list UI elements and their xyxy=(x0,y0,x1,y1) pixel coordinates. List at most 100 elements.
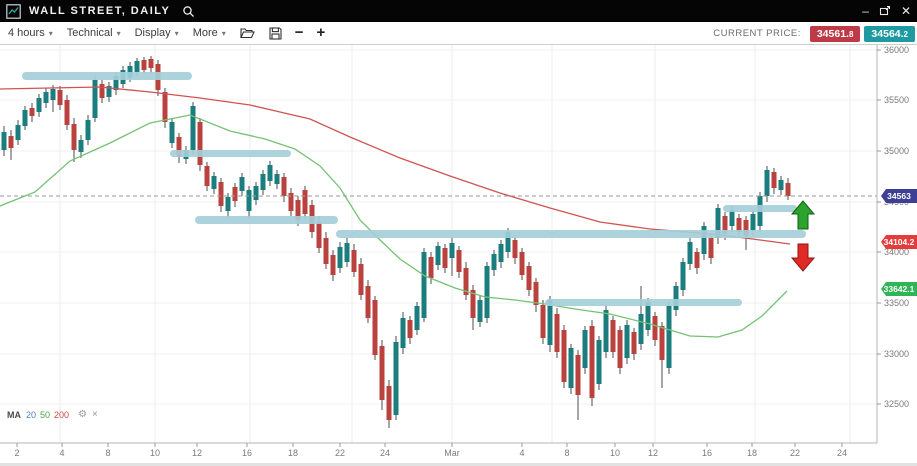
candle-body xyxy=(1,132,7,150)
time-tick-label: 24 xyxy=(836,448,848,458)
price-tick-label: 35000 xyxy=(884,146,910,156)
menu-display[interactable]: Display ▾ xyxy=(134,27,179,39)
toolbar-menus: 4 hours ▾ Technical ▾ Display ▾ More ▾ xyxy=(0,27,226,39)
candle-body xyxy=(85,120,91,140)
candle-body xyxy=(169,122,175,143)
restore-button[interactable] xyxy=(879,5,891,17)
time-tick-label: Mar xyxy=(444,448,460,458)
price-tick-label: 33000 xyxy=(884,349,910,359)
candle-body xyxy=(652,316,658,340)
price-tick-label: 34000 xyxy=(884,247,910,257)
menu-4-hours[interactable]: 4 hours ▾ xyxy=(8,27,53,39)
window-bottom-edge xyxy=(0,463,917,466)
ma-indicator-legend: MA 20 50 200 ⚙ × xyxy=(7,409,98,420)
zoom-in-button[interactable]: + xyxy=(316,24,326,41)
candle-body xyxy=(232,187,238,201)
candle-body xyxy=(680,262,686,290)
down-arrow-annotation[interactable] xyxy=(790,243,816,272)
chart-title: WALL STREET, DAILY xyxy=(29,5,171,17)
candle-body xyxy=(50,89,56,100)
candle-body xyxy=(365,286,371,318)
candle-body xyxy=(470,290,476,318)
support-resistance-zone[interactable] xyxy=(545,299,742,306)
candle-body xyxy=(316,222,322,248)
zoom-out-button[interactable]: − xyxy=(294,24,304,41)
candle-body xyxy=(722,216,728,234)
bid-price-badge: 34561. 8 xyxy=(809,25,861,42)
ma-period-50: 50 xyxy=(40,409,51,420)
candle-body xyxy=(99,84,105,98)
candle-body xyxy=(435,246,441,265)
indicator-remove-icon[interactable]: × xyxy=(92,409,98,420)
candle-body xyxy=(344,243,350,262)
ask-price-badge: 34564. 2 xyxy=(864,25,915,42)
candle-body xyxy=(57,90,63,105)
candle-body xyxy=(141,60,147,70)
up-arrow-annotation[interactable] xyxy=(790,200,816,230)
candle-body xyxy=(267,165,273,181)
candle-body xyxy=(337,247,343,268)
candle-body xyxy=(288,193,294,211)
menu-more[interactable]: More ▾ xyxy=(192,27,226,39)
support-resistance-zone[interactable] xyxy=(170,150,291,157)
candle-body xyxy=(22,110,28,126)
close-button[interactable]: ✕ xyxy=(900,4,911,18)
candle-body xyxy=(358,264,364,295)
candle-body xyxy=(750,214,756,230)
candle-body xyxy=(239,177,245,191)
candle-body xyxy=(771,172,777,188)
support-resistance-zone[interactable] xyxy=(336,230,806,238)
time-tick-label: 10 xyxy=(149,448,161,458)
candle-body xyxy=(204,166,210,186)
menu-technical[interactable]: Technical ▾ xyxy=(66,27,121,39)
candle-body xyxy=(561,330,567,382)
candle-body xyxy=(673,286,679,310)
candle-body xyxy=(274,174,280,184)
candle-body xyxy=(295,200,301,220)
ma-period-200: 200 xyxy=(54,409,70,420)
indicator-settings-icon[interactable]: ⚙ xyxy=(78,409,88,420)
price-level-badge: 33642.1 xyxy=(881,282,917,296)
candle-body xyxy=(281,177,287,196)
time-tick-label: 22 xyxy=(334,448,346,458)
ma-200-line xyxy=(0,86,791,245)
candle-body xyxy=(498,244,504,262)
time-tick-label: 8 xyxy=(105,448,111,458)
candle-body xyxy=(568,348,574,388)
candle-body xyxy=(694,252,700,268)
candle-body xyxy=(253,186,259,200)
candlestick-chart[interactable] xyxy=(0,45,917,466)
time-tick-label: 22 xyxy=(789,448,801,458)
price-tick-label: 33500 xyxy=(884,298,910,308)
minimize-button[interactable]: – xyxy=(862,4,869,18)
candle-body xyxy=(421,252,427,318)
ma-period-20: 20 xyxy=(26,409,37,420)
candle-body xyxy=(428,257,434,278)
open-folder-icon[interactable] xyxy=(239,27,255,39)
candle-body xyxy=(519,252,525,275)
candle-body xyxy=(92,80,98,118)
chart-region[interactable]: 3600035500350003450034000335003300032500… xyxy=(0,45,917,466)
search-icon[interactable] xyxy=(182,5,195,18)
candle-body xyxy=(610,320,616,352)
app-logo-icon xyxy=(6,3,21,19)
time-tick-label: 16 xyxy=(241,448,253,458)
candle-body xyxy=(379,346,385,400)
candle-body xyxy=(540,305,546,338)
candle-body xyxy=(582,330,588,368)
time-tick-label: 18 xyxy=(287,448,299,458)
candle-body xyxy=(449,243,455,258)
candle-body xyxy=(414,306,420,330)
candle-body xyxy=(736,218,742,232)
window-controls: – ✕ xyxy=(862,0,911,22)
candle-body xyxy=(148,59,154,68)
save-icon[interactable] xyxy=(269,26,282,40)
candle-body xyxy=(351,250,357,272)
candle-body xyxy=(36,98,42,112)
current-price-block: CURRENT PRICE: 34561. 8 34564. 2 xyxy=(713,22,915,45)
support-resistance-zone[interactable] xyxy=(22,72,192,80)
price-tick-label: 32500 xyxy=(884,399,910,409)
support-resistance-zone[interactable] xyxy=(195,216,338,224)
time-tick-label: 24 xyxy=(379,448,391,458)
support-resistance-zone[interactable] xyxy=(723,205,797,212)
